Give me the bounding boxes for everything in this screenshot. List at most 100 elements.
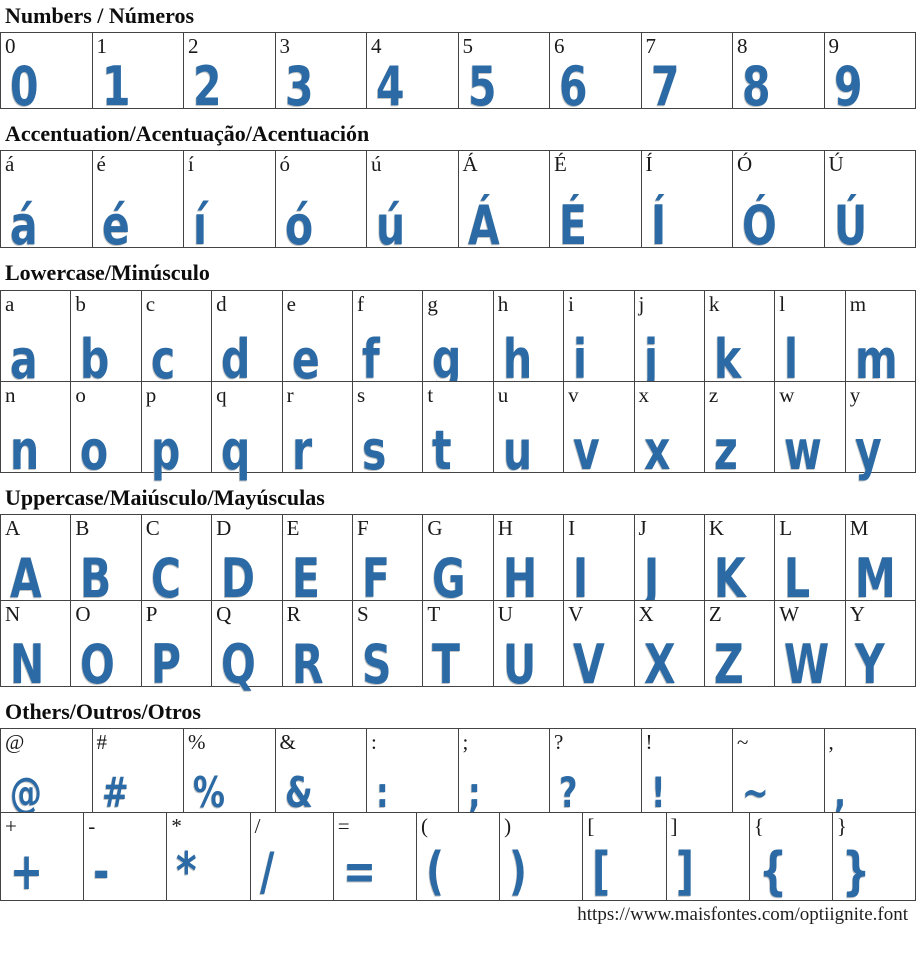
- reference-char: i: [568, 291, 574, 316]
- reference-char: J: [638, 515, 647, 540]
- reference-char: S: [356, 601, 369, 626]
- section-lowercase: Lowercase/Minúsculo a a b b c c d d e e f f g g h h i i j j k…: [0, 261, 916, 477]
- reference-char: M: [849, 515, 869, 540]
- section-title-uppercase: Uppercase/Maiúsculo/Mayúsculas: [5, 484, 325, 510]
- font-glyph: 6: [559, 55, 588, 119]
- font-glyph: [: [592, 841, 611, 902]
- font-glyph: l: [784, 327, 799, 391]
- font-glyph: S: [361, 632, 392, 696]
- reference-char: Í: [645, 152, 653, 177]
- reference-char: +: [5, 813, 17, 838]
- reference-char: d: [216, 291, 227, 316]
- font-glyph: &: [284, 767, 313, 817]
- font-glyph: Ó: [742, 194, 777, 258]
- font-glyph: g: [432, 327, 462, 391]
- glyph-cell: ::: [366, 727, 459, 813]
- font-glyph: O: [80, 632, 116, 696]
- glyph-cell: @ @: [0, 727, 93, 817]
- font-glyph: /: [259, 841, 275, 902]
- reference-char: 2: [188, 34, 199, 59]
- font-glyph: N: [10, 632, 45, 696]
- section-accentuation: Accentuation/Acentuação/Acentuación á á é é í…: [0, 121, 916, 253]
- font-glyph: 8: [742, 55, 771, 119]
- reference-char: v: [568, 382, 579, 407]
- font-glyph: m: [854, 327, 898, 391]
- reference-char: I: [568, 515, 576, 540]
- font-glyph: a: [10, 327, 38, 391]
- font-glyph: w: [784, 418, 823, 482]
- reference-char: 5: [462, 34, 474, 59]
- reference-char: 7: [645, 34, 657, 59]
- glyph-cell: / /: [249, 811, 334, 902]
- glyph-cell: ??: [549, 727, 642, 813]
- font-glyph: +: [10, 841, 44, 902]
- font-glyph: q: [221, 418, 251, 482]
- reference-char: e: [286, 291, 296, 316]
- reference-char: 4: [371, 34, 382, 59]
- reference-char: N: [5, 601, 21, 626]
- reference-char: %: [188, 729, 206, 754]
- font-glyph: 0: [10, 55, 39, 119]
- section-uppercase: Uppercase/Maiúsculo/Mayúsculas A A B B C C D D E E…: [0, 484, 916, 691]
- section-title-accentuation: Accentuation/Acentuação/Acentuación: [5, 121, 370, 147]
- font-glyph: @: [10, 767, 42, 817]
- reference-char: l: [779, 291, 786, 316]
- specimen-sections: Numbers / Números 0 0 1 1 2 2 3 3 4 4 5 5 6 6 7 7 8 8 9 9 Acc…: [0, 3, 916, 902]
- reference-char: 9: [828, 34, 840, 59]
- font-glyph: 3: [284, 55, 314, 119]
- glyph-cell: * *: [166, 811, 251, 902]
- font-glyph: I: [573, 546, 589, 610]
- font-glyph: o: [80, 418, 109, 482]
- font-glyph: V: [573, 632, 605, 696]
- reference-char: é: [96, 152, 106, 177]
- reference-char: Q: [216, 601, 232, 626]
- font-glyph: b: [80, 327, 110, 391]
- footer-url: https://www.maisfontes.com/optiignite.fo…: [577, 903, 908, 925]
- reference-char: í: [188, 152, 194, 177]
- font-glyph: A: [10, 546, 42, 610]
- font-glyph: {: [758, 841, 787, 902]
- font-glyph: }: [841, 841, 871, 902]
- font-glyph: *: [176, 841, 198, 902]
- glyph-cell: {{: [748, 811, 833, 902]
- font-glyph: L: [784, 546, 811, 610]
- font-glyph: %: [193, 767, 225, 817]
- reference-char: y: [849, 382, 861, 407]
- glyph-cell: # #: [91, 727, 184, 813]
- font-glyph: W: [784, 632, 830, 696]
- reference-char: m: [849, 291, 867, 316]
- reference-char: g: [427, 291, 438, 316]
- reference-char: W: [779, 601, 800, 626]
- reference-char: :: [371, 729, 377, 754]
- font-glyph: F: [361, 546, 390, 610]
- font-glyph: É: [559, 194, 588, 258]
- reference-char: F: [356, 515, 369, 540]
- reference-char: (: [420, 813, 428, 838]
- font-glyph: i: [573, 327, 588, 391]
- reference-char: O: [75, 601, 91, 626]
